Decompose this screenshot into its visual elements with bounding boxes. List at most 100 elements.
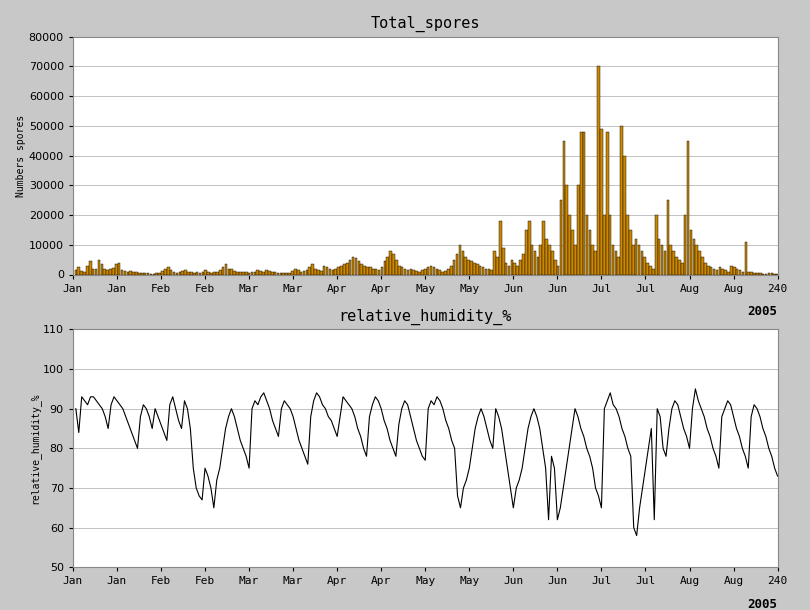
Y-axis label: relative_humidity_%: relative_humidity_% [29, 393, 40, 504]
Bar [617, 257, 620, 274]
Bar [759, 273, 761, 275]
Bar [377, 270, 381, 274]
Bar [635, 239, 637, 274]
Bar [121, 270, 123, 274]
Bar [462, 251, 464, 274]
Bar [187, 271, 190, 274]
Bar [115, 264, 117, 274]
Bar [543, 221, 545, 274]
Bar [528, 221, 531, 274]
Bar [750, 272, 753, 274]
Bar [228, 268, 230, 274]
Bar [479, 265, 481, 275]
Bar [254, 271, 256, 274]
Bar [109, 269, 112, 274]
Bar [722, 268, 724, 274]
Bar [536, 257, 539, 274]
Bar [207, 272, 210, 274]
Bar [323, 265, 326, 275]
Bar [672, 251, 675, 274]
Bar [499, 221, 501, 274]
Bar [364, 265, 366, 275]
Bar [713, 268, 715, 274]
Bar [556, 265, 560, 275]
Bar [384, 261, 386, 274]
Bar [669, 245, 672, 274]
Bar [407, 270, 409, 274]
Title: relative_humidity_%: relative_humidity_% [339, 309, 512, 325]
Bar [398, 265, 401, 275]
Bar [104, 268, 106, 274]
Bar [707, 265, 710, 275]
Bar [202, 271, 204, 274]
Bar [733, 267, 735, 274]
Bar [392, 254, 394, 274]
Bar [248, 273, 250, 274]
Bar [130, 271, 132, 275]
Bar [329, 268, 331, 274]
Bar [716, 270, 718, 274]
Bar [444, 271, 447, 275]
Bar [185, 270, 187, 274]
Bar [681, 262, 684, 274]
Bar [727, 271, 730, 274]
Bar [112, 268, 115, 274]
Bar [303, 271, 305, 275]
Bar [427, 267, 429, 274]
Bar [577, 185, 580, 274]
Bar [89, 261, 92, 274]
Bar [652, 268, 654, 274]
Bar [305, 270, 308, 274]
Bar [357, 261, 360, 274]
Bar [560, 200, 562, 274]
Bar [170, 270, 173, 274]
Bar [80, 271, 83, 275]
Bar [366, 267, 369, 274]
Bar [381, 267, 383, 274]
Y-axis label: Numbers spores: Numbers spores [16, 115, 26, 196]
Bar [224, 264, 228, 274]
Bar [418, 271, 421, 274]
Bar [597, 66, 600, 274]
Bar [447, 268, 450, 274]
Bar [158, 273, 161, 275]
Bar [78, 267, 80, 274]
Bar [615, 251, 617, 274]
Bar [565, 185, 568, 274]
Bar [600, 129, 603, 274]
Bar [372, 268, 374, 274]
Bar [589, 230, 591, 274]
Bar [724, 270, 727, 274]
Bar [606, 132, 608, 274]
Bar [164, 269, 167, 274]
Bar [355, 258, 357, 274]
Bar [95, 269, 97, 274]
Bar [173, 272, 175, 274]
Bar [156, 273, 158, 275]
Bar [603, 215, 606, 274]
Bar [531, 245, 534, 274]
Bar [126, 272, 129, 274]
Bar [178, 271, 181, 274]
Bar [658, 239, 660, 274]
Bar [467, 260, 470, 274]
Bar [193, 273, 195, 274]
Bar [748, 271, 750, 274]
Bar [83, 272, 86, 274]
Bar [311, 264, 314, 274]
Bar [198, 273, 202, 275]
Bar [678, 260, 680, 274]
Bar [646, 262, 649, 274]
Bar [86, 265, 88, 275]
Bar [637, 245, 640, 274]
Bar [337, 267, 340, 274]
Bar [352, 257, 355, 274]
Bar [259, 271, 262, 275]
Bar [386, 257, 389, 274]
Bar [689, 230, 693, 274]
Bar [698, 251, 701, 274]
Bar [756, 273, 759, 275]
Bar [456, 254, 458, 274]
Bar [300, 271, 302, 274]
Bar [318, 270, 320, 274]
